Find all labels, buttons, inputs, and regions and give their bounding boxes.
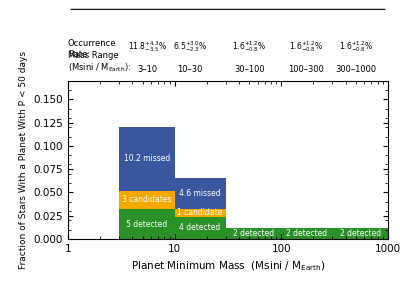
Text: 3–10: 3–10 (137, 65, 157, 74)
Text: 10.2 missed: 10.2 missed (124, 154, 170, 163)
Text: 10–30: 10–30 (178, 65, 203, 74)
Y-axis label: Fraction of Stars With a Planet With P < 50 days: Fraction of Stars With a Planet With P <… (19, 51, 28, 269)
Text: 1.6$^{+1.2}_{-0.8}$%: 1.6$^{+1.2}_{-0.8}$% (289, 39, 323, 54)
Text: 1 candidate: 1 candidate (178, 209, 223, 217)
Text: 4 detected: 4 detected (180, 223, 221, 232)
Text: Occurrence
Rate:: Occurrence Rate: (68, 39, 116, 59)
Text: 1.6$^{+1.2}_{-0.8}$%: 1.6$^{+1.2}_{-0.8}$% (232, 39, 266, 54)
Text: Mass Range
(Msini / M$_{\mathregular{Earth}}$):: Mass Range (Msini / M$_{\mathregular{Ear… (68, 51, 131, 74)
Text: 3 candidates: 3 candidates (122, 195, 172, 204)
Text: 4.6 missed: 4.6 missed (179, 189, 221, 198)
Text: 30–100: 30–100 (234, 65, 264, 74)
Text: 1.6$^{+1.2}_{-0.8}$%: 1.6$^{+1.2}_{-0.8}$% (339, 39, 373, 54)
X-axis label: Planet Minimum Mass  (Msini / M$_{\mathregular{Earth}}$): Planet Minimum Mass (Msini / M$_{\mathre… (131, 259, 325, 273)
Text: 6.5$^{+3.0}_{-2.3}$%: 6.5$^{+3.0}_{-2.3}$% (173, 39, 207, 54)
Text: 2 detected: 2 detected (340, 229, 381, 238)
Text: 300–1000: 300–1000 (335, 65, 376, 74)
Text: 5 detected: 5 detected (126, 220, 168, 229)
Text: 2 detected: 2 detected (286, 229, 327, 238)
Text: 100–300: 100–300 (288, 65, 324, 74)
Text: 2 detected: 2 detected (233, 229, 274, 238)
Text: 11.8$^{+4.3}_{-3.5}$%: 11.8$^{+4.3}_{-3.5}$% (128, 39, 166, 54)
